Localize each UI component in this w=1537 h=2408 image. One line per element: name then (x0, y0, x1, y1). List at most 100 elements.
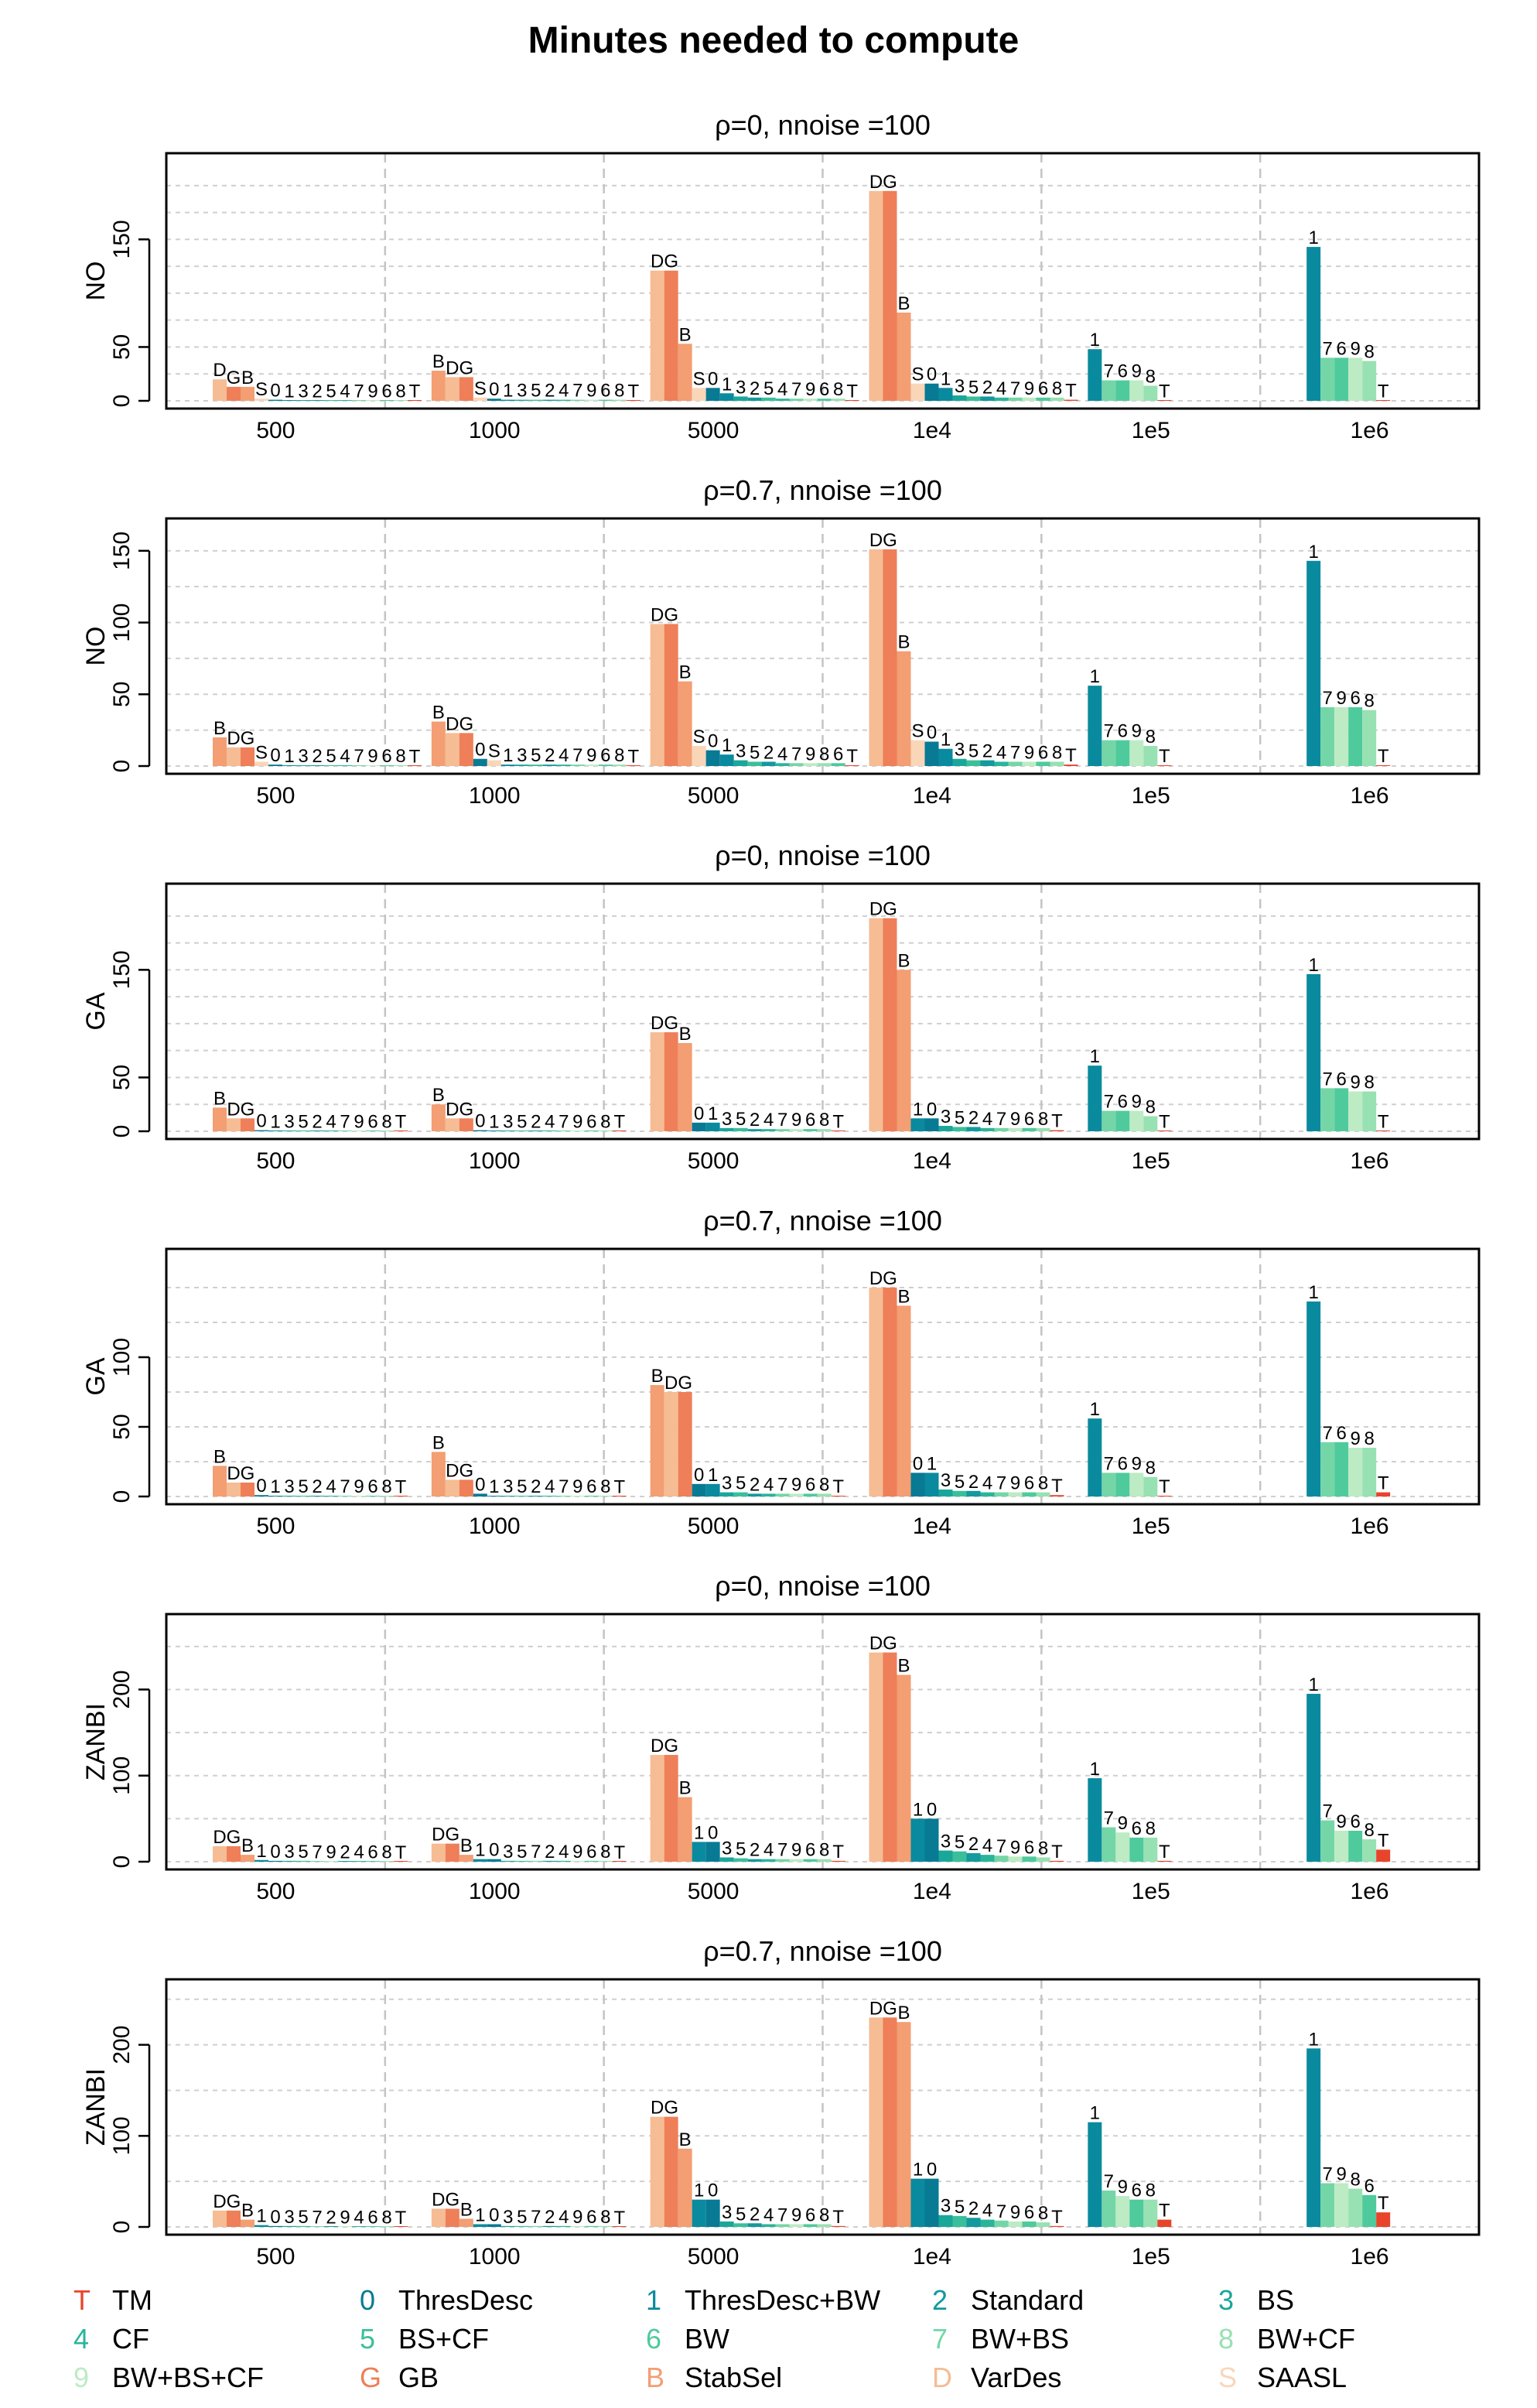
bar-label-B: B (241, 2201, 254, 2222)
bar-label-0: 0 (927, 2160, 937, 2181)
legend-code: D (932, 2362, 952, 2393)
bar-label-T: T (832, 2207, 844, 2228)
bar-label-2: 2 (312, 746, 322, 767)
bar-8 (612, 399, 627, 401)
bar-6 (366, 1130, 380, 1131)
bar-B (213, 1107, 227, 1131)
bar-label-2: 2 (982, 377, 992, 398)
bar-label-2: 2 (340, 1842, 350, 1862)
bar-4 (980, 1855, 995, 1862)
bar-label-7: 7 (340, 1476, 350, 1497)
bar-label-0: 0 (708, 731, 718, 752)
x-tick-label: 1e4 (913, 1148, 951, 1174)
bar-7 (338, 1130, 352, 1131)
bar-4 (775, 398, 790, 401)
x-tick-label: 5000 (688, 1148, 739, 1174)
bar-label-2: 2 (545, 2207, 555, 2228)
bar-label-1: 1 (1090, 1399, 1100, 1420)
bar-label-5: 5 (531, 745, 541, 766)
bar-label-T: T (627, 381, 639, 402)
bar-label-2: 2 (545, 745, 555, 766)
bar-2 (980, 396, 995, 401)
bar-8 (380, 2226, 394, 2227)
bar-7 (775, 1859, 790, 1862)
bar-7 (1102, 1827, 1116, 1862)
bar-T (1157, 1130, 1172, 1131)
bar-label-0: 0 (694, 1103, 704, 1124)
bar-8 (598, 1130, 613, 1131)
bar-label-S: S (911, 364, 924, 385)
x-tick-label: 1e4 (913, 418, 951, 443)
bar-B (678, 344, 692, 401)
bar-8 (1362, 710, 1377, 766)
bar-8 (1362, 1839, 1377, 1862)
bar-6 (1348, 1830, 1363, 1862)
bar-label-8: 8 (819, 1474, 829, 1495)
bar-6 (1115, 380, 1130, 401)
bar-label-7: 7 (1322, 1801, 1332, 1822)
y-tick-label: 200 (109, 1670, 135, 1709)
bar-label-6: 6 (1024, 1837, 1034, 1858)
bar-1 (910, 1818, 925, 1862)
bar-label-2: 2 (968, 1834, 979, 1855)
bar-label-T: T (1159, 381, 1170, 402)
x-tick-label: 1e5 (1132, 783, 1170, 809)
bar-label-T: T (1159, 1842, 1170, 1862)
bar-label-3: 3 (941, 1107, 951, 1127)
bar-2 (310, 1130, 324, 1131)
bar-label-9: 9 (586, 745, 596, 766)
bar-7 (352, 765, 366, 766)
bar-7 (570, 399, 585, 401)
bar-B (897, 970, 911, 1131)
bar-5 (324, 765, 338, 766)
bar-4 (994, 397, 1009, 401)
bar-label-2: 2 (968, 1472, 979, 1493)
bar-label-2: 2 (545, 381, 555, 402)
panel-frame (165, 152, 1481, 410)
bar-label-3: 3 (517, 745, 527, 766)
bar-label-2: 2 (750, 1474, 760, 1495)
bar-label-5: 5 (298, 1842, 308, 1862)
bar-9 (1129, 1473, 1144, 1496)
panel-frame (165, 1247, 1481, 1506)
legend-code: 2 (932, 2284, 948, 2316)
bar-2 (747, 1493, 762, 1496)
bar-T (845, 765, 859, 766)
legend-name: BS (1257, 2284, 1294, 2316)
bar-5 (952, 2215, 967, 2227)
bar-label-9: 9 (1132, 1453, 1142, 1474)
bar-label-6: 6 (586, 1111, 596, 1132)
bar-G (459, 377, 473, 401)
bar-D (650, 2116, 664, 2227)
bar-group-1e5: 1 7 9 6 8T (1088, 1759, 1172, 1862)
bar-label-4: 4 (340, 746, 350, 767)
bar-1 (1306, 973, 1321, 1131)
bar-label-8: 8 (600, 1111, 610, 1132)
bar-0 (268, 2225, 282, 2227)
bar-label-3: 3 (298, 381, 308, 402)
y-tick-label: 0 (109, 760, 135, 773)
bar-1 (254, 1859, 268, 1862)
bar-9 (1348, 1448, 1363, 1496)
bar-label-G: G (227, 1827, 241, 1848)
bar-7 (310, 2226, 324, 2227)
bar-0 (705, 388, 720, 401)
bar-label-0: 0 (270, 745, 280, 766)
bar-7 (1008, 397, 1023, 401)
bar-D (227, 747, 241, 766)
bar-label-1: 1 (722, 735, 732, 756)
legend-code: B (646, 2362, 664, 2393)
bar-label-T: T (1051, 1842, 1063, 1862)
bar-group-5000: D GB 0 1 3 5 2 4 7 9 6 8 T (650, 1013, 845, 1132)
bar-label-7: 7 (996, 1473, 1006, 1494)
bar-7 (1320, 1442, 1335, 1496)
legend-code: 8 (1218, 2323, 1234, 2355)
bar-label-6: 6 (1118, 1092, 1128, 1113)
bar-4 (556, 764, 571, 766)
bar-7 (556, 1130, 571, 1131)
bar-label-4: 4 (982, 1835, 992, 1856)
bar-label-B: B (897, 2003, 910, 2023)
bar-label-7: 7 (572, 381, 582, 402)
bar-label-0: 0 (489, 379, 499, 400)
bar-group-1e5: 1 7 9 6 8T (1088, 2103, 1172, 2227)
